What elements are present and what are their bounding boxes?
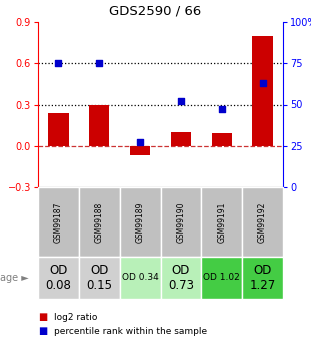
Bar [242, 187, 283, 257]
Text: OD
0.15: OD 0.15 [86, 264, 112, 292]
Bar [79, 187, 120, 257]
Bar [130, 146, 150, 155]
Point [179, 98, 183, 104]
Text: ■: ■ [38, 312, 47, 322]
Text: GSM99191: GSM99191 [217, 201, 226, 243]
Bar [242, 257, 283, 299]
Text: ■: ■ [38, 326, 47, 336]
Bar [160, 257, 201, 299]
Text: GSM99187: GSM99187 [54, 201, 63, 243]
Text: GSM99192: GSM99192 [258, 201, 267, 243]
Text: OD
0.08: OD 0.08 [45, 264, 71, 292]
Bar [252, 36, 273, 146]
Text: percentile rank within the sample: percentile rank within the sample [53, 326, 207, 335]
Text: log2 ratio: log2 ratio [53, 313, 97, 322]
Point [137, 140, 142, 145]
Text: GDS2590 / 66: GDS2590 / 66 [109, 5, 202, 18]
Bar [160, 187, 201, 257]
Bar [201, 257, 242, 299]
Point [219, 107, 224, 112]
Point [97, 60, 102, 66]
Text: OD
1.27: OD 1.27 [249, 264, 276, 292]
Bar [48, 113, 69, 146]
Text: GSM99188: GSM99188 [95, 201, 104, 243]
Point [56, 60, 61, 66]
Bar [38, 187, 79, 257]
Point [260, 80, 265, 86]
Bar [79, 257, 120, 299]
Text: OD 1.02: OD 1.02 [203, 274, 240, 283]
Text: GSM99189: GSM99189 [136, 201, 145, 243]
Bar [120, 257, 160, 299]
Text: GSM99190: GSM99190 [176, 201, 185, 243]
Bar [120, 187, 160, 257]
Bar [201, 187, 242, 257]
Text: age ►: age ► [1, 273, 29, 283]
Bar [171, 132, 191, 146]
Bar [89, 105, 109, 146]
Bar [211, 134, 232, 146]
Text: OD 0.34: OD 0.34 [122, 274, 159, 283]
Bar [38, 257, 79, 299]
Text: OD
0.73: OD 0.73 [168, 264, 194, 292]
